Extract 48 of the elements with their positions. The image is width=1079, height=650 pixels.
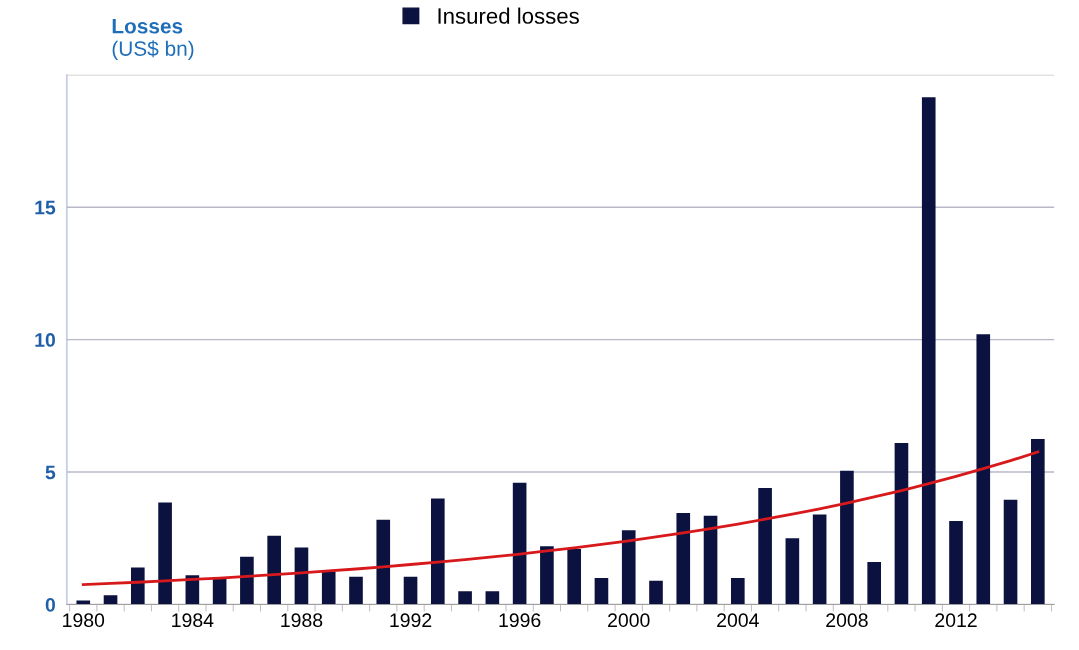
bar	[867, 562, 881, 605]
bar	[485, 591, 500, 605]
bar	[403, 576, 418, 605]
y-tick-label: 0	[45, 597, 55, 612]
bar	[376, 519, 391, 605]
bar	[567, 548, 581, 605]
bar	[731, 578, 745, 605]
bar	[621, 530, 636, 605]
y-tick-label: 5	[45, 465, 56, 480]
x-tick-label: 1996	[499, 613, 541, 628]
x-tick-label: 2012	[935, 613, 977, 628]
bar	[430, 498, 445, 605]
line-series	[81, 450, 1040, 587]
bar	[130, 567, 145, 605]
bar	[812, 514, 827, 605]
bar	[676, 513, 691, 605]
x-tick-label: 2008	[826, 613, 868, 628]
bar	[267, 535, 281, 605]
y-axis-title: Losses (US$ bn)	[112, 19, 194, 61]
bar	[785, 538, 800, 605]
bar	[540, 546, 554, 605]
bar	[1031, 438, 1045, 605]
bar	[240, 556, 254, 605]
bar	[349, 576, 363, 605]
bar	[949, 521, 963, 605]
legend-label: Insured losses	[438, 7, 579, 24]
bar	[894, 442, 909, 605]
y-tick-label: 15	[35, 200, 56, 215]
x-tick-label: 1992	[390, 613, 432, 628]
x-tick-label: 1980	[63, 613, 105, 628]
bar	[103, 595, 118, 605]
bar	[649, 580, 663, 605]
bar	[594, 578, 609, 605]
x-tick-label: 2000	[608, 613, 650, 628]
bar	[321, 571, 336, 605]
x-tick-label: 1984	[172, 613, 214, 628]
bar	[512, 482, 527, 605]
bar	[458, 591, 472, 605]
bar	[1003, 499, 1018, 605]
bar	[840, 470, 854, 605]
x-tick-label: 2004	[717, 613, 759, 628]
bar	[921, 97, 936, 605]
bar	[703, 515, 718, 605]
bar	[758, 487, 772, 605]
x-tick-label: 1988	[281, 613, 323, 628]
y-tick-label: 10	[35, 333, 55, 347]
bar	[976, 334, 991, 605]
bar	[158, 502, 172, 605]
